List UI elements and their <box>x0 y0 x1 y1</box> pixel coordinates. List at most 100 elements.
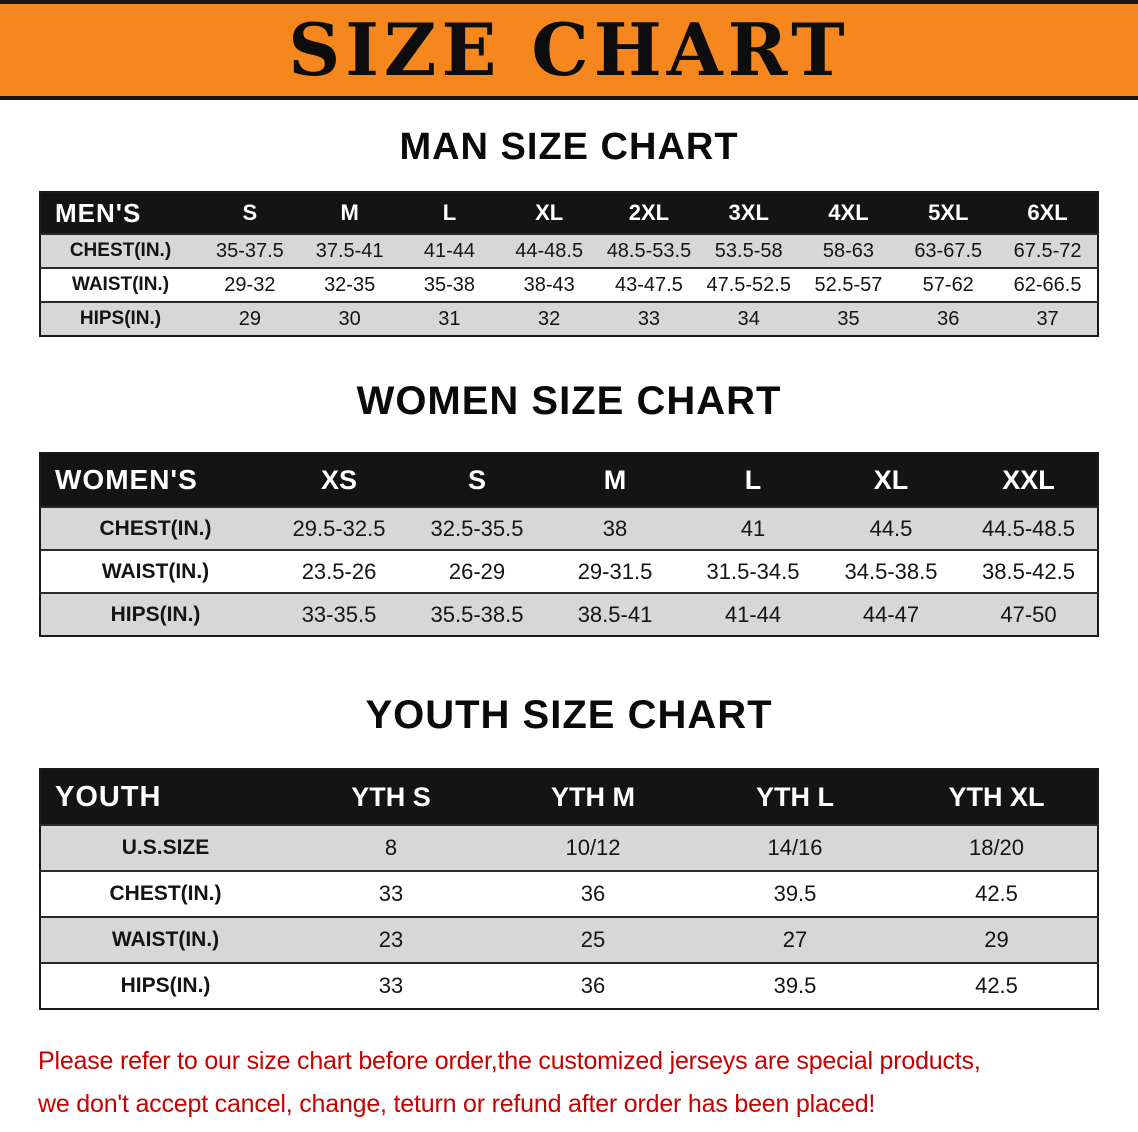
size-column-header: 3XL <box>698 192 799 234</box>
size-value-cell: 10/12 <box>565 835 621 860</box>
banner: SIZE CHART <box>0 0 1138 100</box>
size-column-header: XL <box>499 192 600 234</box>
measurement-row: CHEST(IN.) 35-37.5 37.5-41 41-44 44-48.5 48.5… <box>40 234 1098 268</box>
footer-notice: Please refer to our size chart before or… <box>38 1040 1100 1125</box>
row-label: WAIST(IN.) <box>111 928 220 951</box>
youth-section-heading: YOUTH SIZE CHART <box>365 693 773 737</box>
size-value-cell: 35-37.5 <box>215 239 284 262</box>
size-value-cell: 23.5-26 <box>301 558 377 584</box>
size-value-cell: 47-50 <box>1000 601 1057 627</box>
row-label: WAIST(IN.) <box>101 559 210 583</box>
size-value-cell: 31 <box>438 307 461 330</box>
size-value-cell: 34 <box>737 307 760 330</box>
size-value-cell: 43-47.5 <box>615 273 683 296</box>
size-value-cell: 38.5-42.5 <box>982 558 1075 584</box>
size-value-cell: 39.5 <box>773 973 817 998</box>
size-value-cell: 29-32 <box>224 273 276 296</box>
size-value-cell: 52.5-57 <box>814 273 883 296</box>
size-column-header: L <box>684 453 822 507</box>
size-value-cell: 31.5-34.5 <box>706 558 800 584</box>
size-value-cell: 57-62 <box>922 273 974 296</box>
size-value-cell: 62-66.5 <box>1013 273 1082 296</box>
size-value-cell: 42.5 <box>975 881 1018 906</box>
size-value-cell: 34.5-38.5 <box>844 558 938 584</box>
size-column-header: XL <box>822 453 960 507</box>
size-value-cell: 48.5-53.5 <box>606 239 692 262</box>
measurement-row: U.S.SIZE 8 10/12 14/16 18/20 <box>40 825 1098 871</box>
size-value-cell: 44.5 <box>869 515 913 541</box>
size-value-cell: 38-43 <box>523 273 575 296</box>
size-value-cell: 41-44 <box>724 601 782 627</box>
size-column-header: 6XL <box>998 192 1098 234</box>
table-corner-label: YOUTH <box>40 769 290 825</box>
size-column-header: XXL <box>960 453 1098 507</box>
size-value-cell: 33-35.5 <box>301 601 377 627</box>
size-value-cell: 53.5-58 <box>714 239 783 262</box>
charts-area: MAN SIZE CHART MEN'S S M L XL 2XL 3XL 4XL 5XL 6XL… <box>0 100 1138 1010</box>
row-label: HIPS(IN.) <box>79 308 162 329</box>
row-label: U.S.SIZE <box>121 836 210 859</box>
size-value-cell: 8 <box>384 835 398 860</box>
size-value-cell: 35-38 <box>423 273 475 296</box>
men-section-heading: MAN SIZE CHART <box>399 126 739 168</box>
size-value-cell: 23 <box>378 927 404 952</box>
size-column-header: S <box>408 453 546 507</box>
size-column-header: YTH M <box>492 769 694 825</box>
size-value-cell: 35 <box>837 307 860 330</box>
size-value-cell: 44-47 <box>862 601 920 627</box>
size-value-cell: 42.5 <box>975 973 1018 998</box>
size-value-cell: 44.5-48.5 <box>982 515 1075 541</box>
size-value-cell: 37.5-41 <box>315 239 384 262</box>
size-value-cell: 41 <box>740 515 766 541</box>
size-value-cell: 32 <box>538 307 561 330</box>
size-value-cell: 44-48.5 <box>515 239 584 262</box>
size-column-header: 4XL <box>798 192 899 234</box>
row-label: CHEST(IN.) <box>109 882 222 905</box>
size-value-cell: 25 <box>580 927 606 952</box>
measurement-row: WAIST(IN.) 29-32 32-35 35-38 38-43 43-47.5 47.… <box>40 268 1098 302</box>
size-value-cell: 29 <box>238 307 261 330</box>
size-value-cell: 18/20 <box>968 835 1025 860</box>
men-size-chart-section: MAN SIZE CHART MEN'S S M L XL 2XL 3XL 4XL 5XL 6XL… <box>0 100 1138 337</box>
size-column-header: M <box>546 453 684 507</box>
notice-line-1: Please refer to our size chart before or… <box>38 1047 981 1075</box>
table-header-row: YOUTH YTH S YTH M YTH L YTH XL <box>40 769 1098 825</box>
size-value-cell: 39.5 <box>773 881 817 906</box>
size-value-cell: 29.5-32.5 <box>292 515 386 541</box>
measurement-row: CHEST(IN.) 33 36 39.5 42.5 <box>40 871 1098 917</box>
size-value-cell: 33 <box>378 881 404 906</box>
size-column-header: L <box>399 192 500 234</box>
measurement-row: HIPS(IN.) 33 36 39.5 42.5 <box>40 963 1098 1009</box>
youth-size-chart-section: YOUTH SIZE CHART YOUTH YTH S YTH M YTH L YTH… <box>0 637 1138 1010</box>
size-column-header: 5XL <box>898 192 999 234</box>
size-column-header: XS <box>270 453 408 507</box>
women-size-chart-section: WOMEN SIZE CHART WOMEN'S XS S M L XL XXL CHEST(… <box>0 337 1138 637</box>
size-value-cell: 32-35 <box>324 273 376 296</box>
measurement-row: WAIST(IN.) 23 25 27 29 <box>40 917 1098 963</box>
measurement-row: HIPS(IN.) 33-35.5 35.5-38.5 38.5-41 41-44 44-… <box>40 593 1098 636</box>
page-title: SIZE CHART <box>288 7 850 92</box>
size-value-cell: 58-63 <box>822 239 875 262</box>
size-value-cell: 29-31.5 <box>577 558 653 584</box>
size-value-cell: 14/16 <box>767 835 823 860</box>
size-value-cell: 33 <box>378 973 404 998</box>
row-label: HIPS(IN.) <box>110 602 201 626</box>
size-value-cell: 38 <box>602 515 628 541</box>
size-column-header: 2XL <box>599 192 699 234</box>
youth-size-table: YOUTH YTH S YTH M YTH L YTH XL U.S.SIZE 8 10/12… <box>39 768 1099 1010</box>
measurement-row: HIPS(IN.) 29 30 31 32 33 34 35 36 37 <box>40 302 1098 336</box>
row-label: CHEST(IN.) <box>69 240 172 261</box>
men-size-table: MEN'S S M L XL 2XL 3XL 4XL 5XL 6XL CHEST(IN.) 35-37… <box>39 191 1099 337</box>
measurement-row: CHEST(IN.) 29.5-32.5 32.5-35.5 38 41 44.5 44.5… <box>40 507 1098 550</box>
table-corner-label: WOMEN'S <box>40 453 270 507</box>
size-value-cell: 67.5-72 <box>1013 239 1082 262</box>
row-label: WAIST(IN.) <box>71 274 170 295</box>
size-column-header: M <box>299 192 400 234</box>
size-column-header: YTH S <box>290 769 492 825</box>
table-header-row: MEN'S S M L XL 2XL 3XL 4XL 5XL 6XL <box>40 192 1098 234</box>
size-value-cell: 30 <box>338 307 361 330</box>
size-value-cell: 47.5-52.5 <box>706 273 791 296</box>
size-column-header: YTH XL <box>896 769 1098 825</box>
size-value-cell: 41-44 <box>423 239 475 262</box>
size-value-cell: 38.5-41 <box>577 601 653 627</box>
